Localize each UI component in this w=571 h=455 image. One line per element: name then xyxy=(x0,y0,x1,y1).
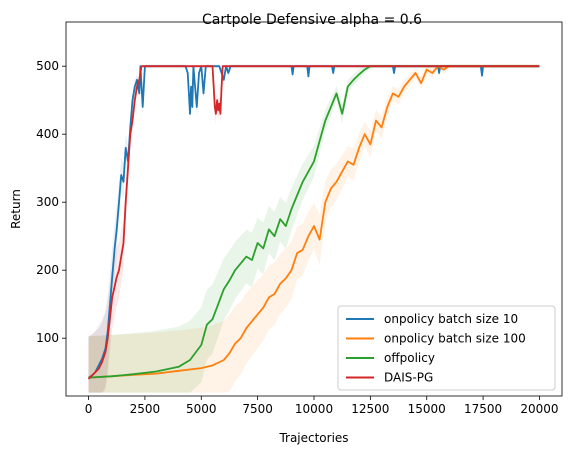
legend-label-onpolicy-batch-size-100: onpolicy batch size 100 xyxy=(384,332,526,346)
x-tick-label: 20000 xyxy=(520,402,558,416)
series-line-offpolicy xyxy=(88,65,540,379)
y-axis-label: Return xyxy=(9,189,23,229)
x-tick-label: 7500 xyxy=(242,402,273,416)
legend-label-dais-pg: DAIS-PG xyxy=(384,371,433,385)
y-tick-label: 500 xyxy=(36,59,59,73)
x-tick-label: 0 xyxy=(85,402,93,416)
x-tick-label: 12500 xyxy=(351,402,389,416)
y-tick-label: 100 xyxy=(36,331,59,345)
plot-lines xyxy=(87,65,540,380)
y-tick-label: 200 xyxy=(36,263,59,277)
x-tick-label: 10000 xyxy=(295,402,333,416)
y-tick-label: 300 xyxy=(36,195,59,209)
band-onpolicy-batch-size-100 xyxy=(88,64,540,393)
x-tick-label: 5000 xyxy=(186,402,217,416)
x-tick-label: 15000 xyxy=(408,402,446,416)
legend-box xyxy=(337,305,556,391)
series-line-dais-pg xyxy=(87,65,540,380)
band-offpolicy xyxy=(88,64,540,393)
series-line-onpolicy-batch-size-100 xyxy=(88,65,540,379)
x-tick-label: 17500 xyxy=(464,402,502,416)
legend-label-offpolicy: offpolicy xyxy=(384,351,435,365)
legend-label-onpolicy-batch-size-10: onpolicy batch size 10 xyxy=(384,312,518,326)
legend: onpolicy batch size 10 onpolicy batch siz… xyxy=(337,305,556,391)
x-axis-ticks: 0 2500 5000 7500 10000 12500 15000 17500 20000 xyxy=(85,396,559,416)
chart-title: Cartpole Defensive alpha = 0.6 xyxy=(202,12,422,28)
x-axis-label: Trajectories xyxy=(278,431,348,445)
y-axis-ticks: 100 200 300 400 500 xyxy=(36,59,66,345)
y-tick-label: 400 xyxy=(36,127,59,141)
x-tick-label: 2500 xyxy=(130,402,161,416)
